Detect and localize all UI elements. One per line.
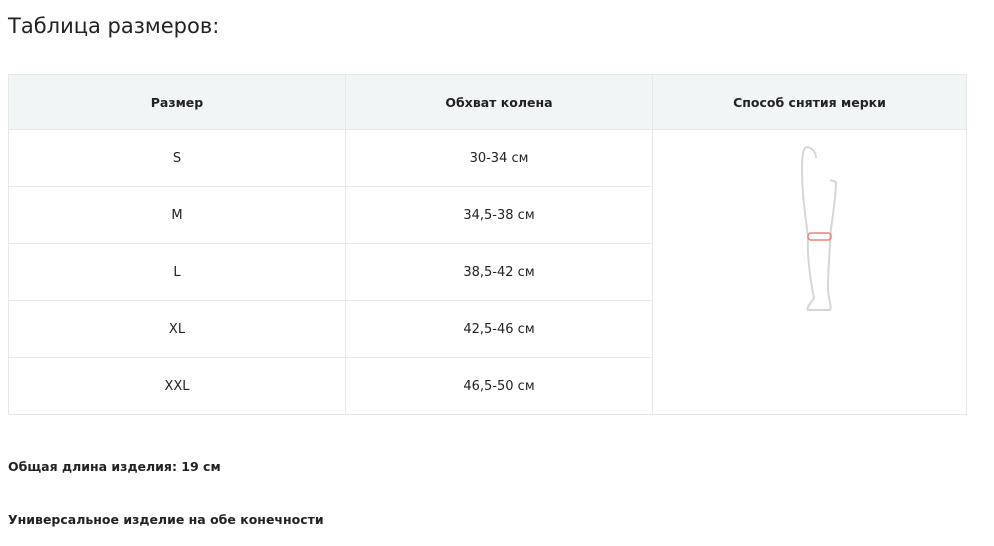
girth-cell: 38,5-42 см [345,243,653,301]
length-note: Общая длина изделия: 19 см [8,459,221,474]
page-title: Таблица размеров: [8,14,220,38]
table-row: L 38,5-42 см [8,243,967,301]
table-row: M 34,5-38 см [8,186,967,244]
size-cell: M [8,186,346,244]
table-row: XL 42,5-46 см [8,300,967,358]
size-cell: S [8,129,346,187]
girth-cell: 42,5-46 см [345,300,653,358]
table-header: Размер Обхват колена Способ снятия мерки [8,74,967,130]
size-cell: XL [8,300,346,358]
girth-cell: 46,5-50 см [345,357,653,415]
leg-measurement-icon [800,146,837,311]
table-row: XXL 46,5-50 см [8,357,967,415]
illustration-cell [652,129,967,415]
header-size: Размер [8,74,346,130]
header-girth: Обхват колена [345,74,653,130]
girth-cell: 34,5-38 см [345,186,653,244]
table-row: S 30-34 см [8,129,967,415]
size-cell: XXL [8,357,346,415]
universal-note: Универсальное изделие на обе конечности [8,512,324,527]
girth-cell: 30-34 см [345,129,653,187]
size-table: Размер Обхват колена Способ снятия мерки… [8,74,967,415]
header-method: Способ снятия мерки [652,74,967,130]
size-cell: L [8,243,346,301]
